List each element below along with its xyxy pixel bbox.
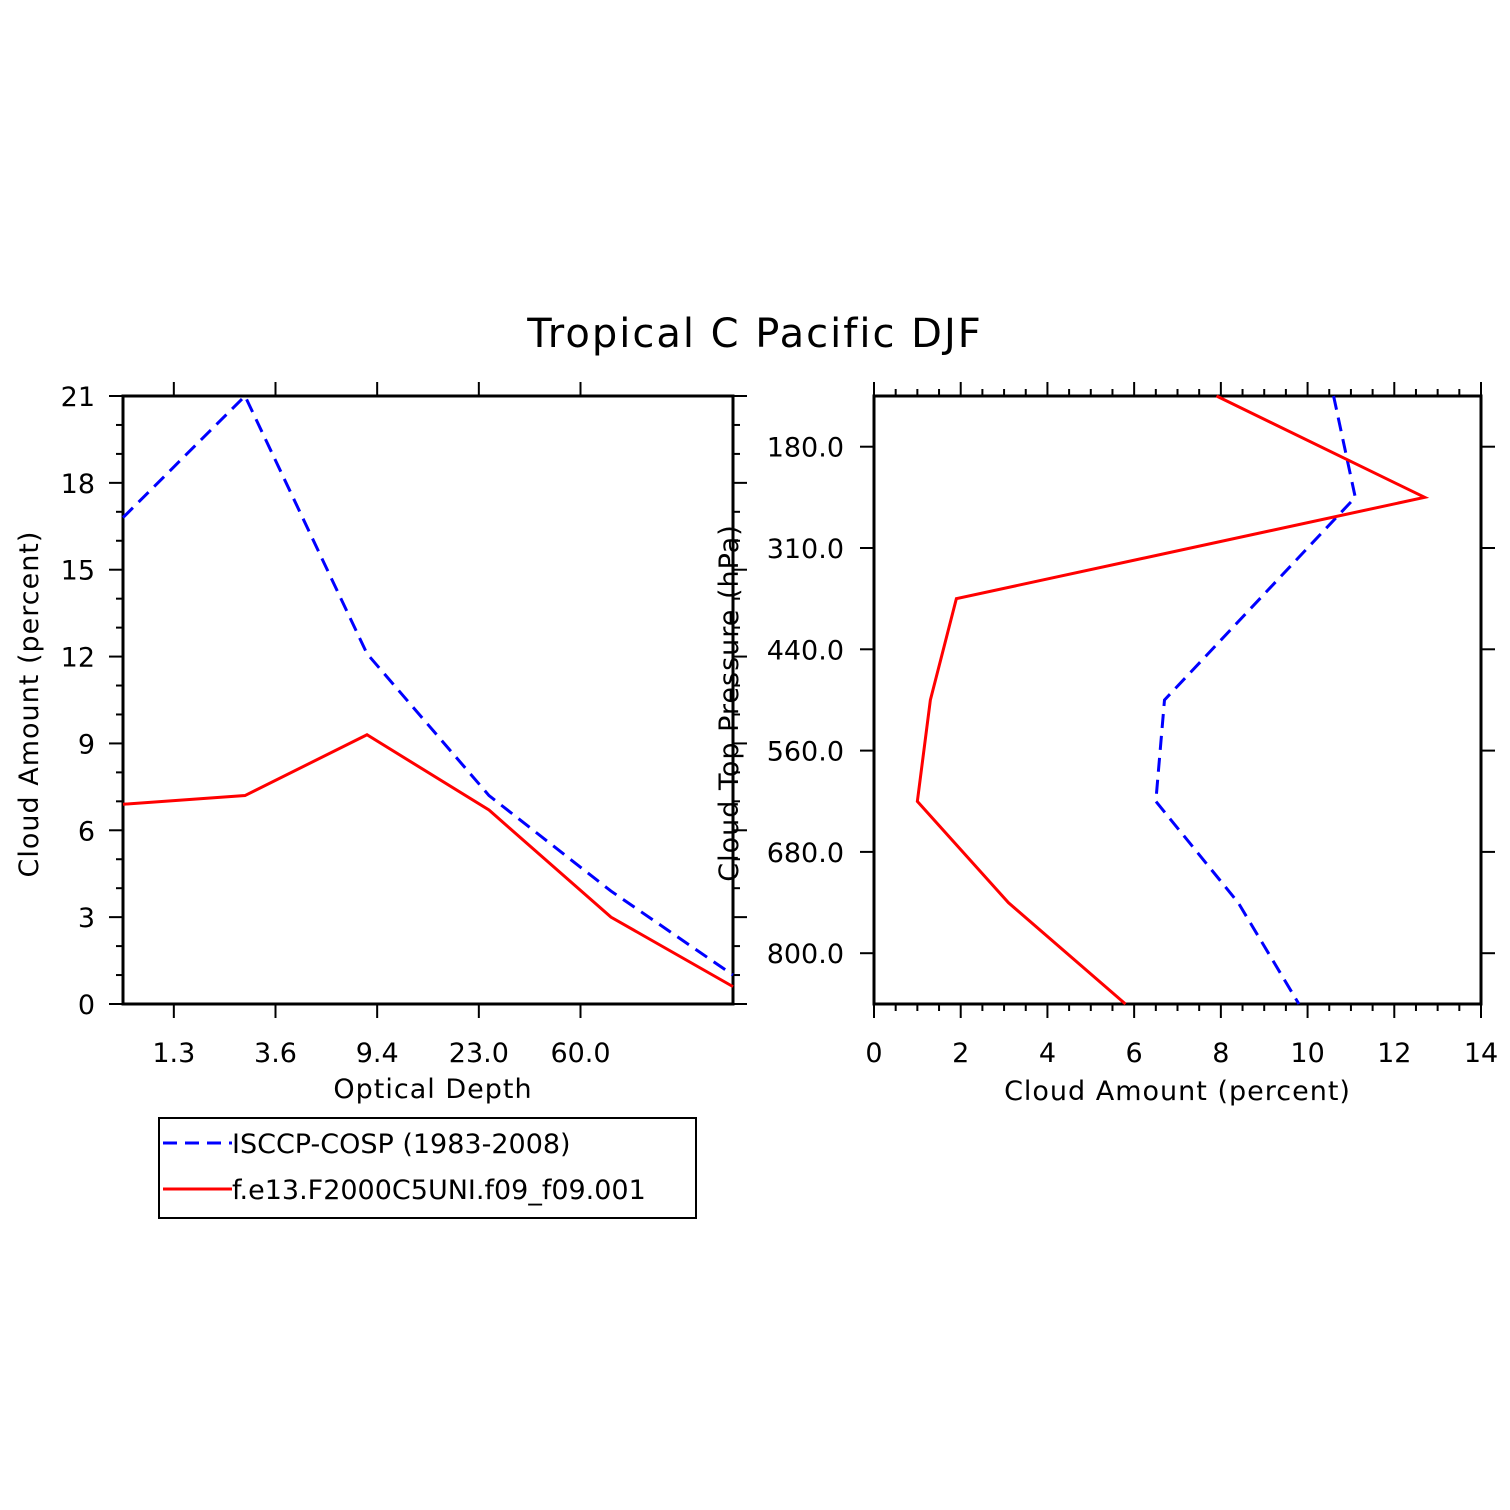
- left-x-tick-label: 60.0: [550, 1038, 610, 1069]
- left-series-line-obs: [121, 393, 734, 977]
- right-x-tick-label: 4: [1039, 1038, 1056, 1069]
- left-x-tick-label: 23.0: [449, 1038, 509, 1069]
- legend-label-model: f.e13.F2000C5UNI.f09_f09.001: [232, 1175, 646, 1206]
- left-y-tick-label: 0: [78, 990, 95, 1021]
- chart-title: Tropical C Pacific DJF: [526, 311, 983, 357]
- right-x-tick-label: 2: [952, 1038, 969, 1069]
- right-x-tick-label: 6: [1126, 1038, 1143, 1069]
- right-x-tick-label: 8: [1212, 1038, 1229, 1069]
- left-series-line-model: [122, 733, 734, 988]
- left-x-axis-title: Optical Depth: [333, 1074, 532, 1105]
- left-x-tick-label: 1.3: [152, 1038, 195, 1069]
- right-y-tick-label: 440.0: [767, 635, 844, 666]
- right-x-axis-title: Cloud Amount (percent): [1004, 1076, 1351, 1107]
- right-y-tick-label: 680.0: [767, 838, 844, 869]
- left-x-tick-label: 3.6: [254, 1038, 297, 1069]
- left-y-tick-label: 18: [61, 469, 95, 500]
- right-y-tick-label: 560.0: [767, 737, 844, 768]
- right-x-tick-label: 12: [1377, 1038, 1411, 1069]
- right-panel: 0 2 4 6 8 10 12 14 180.0 310.0 440.0 560.0 680.0 800.…: [714, 382, 1498, 1107]
- right-y-tick-label: 800.0: [767, 939, 844, 970]
- right-y-axis-title: Cloud Top Pressure (hPa): [714, 524, 745, 882]
- legend: ISCCP-COSP (1983-2008) f.e13.F2000C5UNI.f…: [158, 1117, 697, 1219]
- right-series-line-model: [915, 394, 1430, 1006]
- left-plot-frame: [121, 394, 735, 1006]
- legend-label-obs: ISCCP-COSP (1983-2008): [232, 1129, 571, 1160]
- right-y-tick-label: 180.0: [767, 433, 844, 464]
- left-y-tick-label: 21: [61, 382, 95, 413]
- left-y-tick-label: 3: [78, 903, 95, 934]
- left-y-axis-title: Cloud Amount (percent): [14, 531, 45, 878]
- right-series-line-obs: [1154, 395, 1357, 1005]
- legend-box: [158, 1117, 697, 1219]
- right-x-tick-label: 0: [865, 1038, 882, 1069]
- right-x-tick-label: 14: [1464, 1038, 1498, 1069]
- left-y-tick-label: 12: [61, 643, 95, 674]
- left-y-tick-label: 6: [78, 816, 95, 847]
- right-x-tick-label: 10: [1290, 1038, 1324, 1069]
- left-x-tick-label: 9.4: [356, 1038, 399, 1069]
- left-y-tick-label: 15: [61, 556, 95, 587]
- left-panel: 1.3 3.6 9.4 23.0 60.0 0 3 6 9 12 15 18 21 Optical Dep…: [14, 382, 747, 1105]
- right-plot-frame: [872, 394, 1483, 1006]
- left-y-tick-label: 9: [78, 729, 95, 760]
- right-y-tick-label: 310.0: [767, 534, 844, 565]
